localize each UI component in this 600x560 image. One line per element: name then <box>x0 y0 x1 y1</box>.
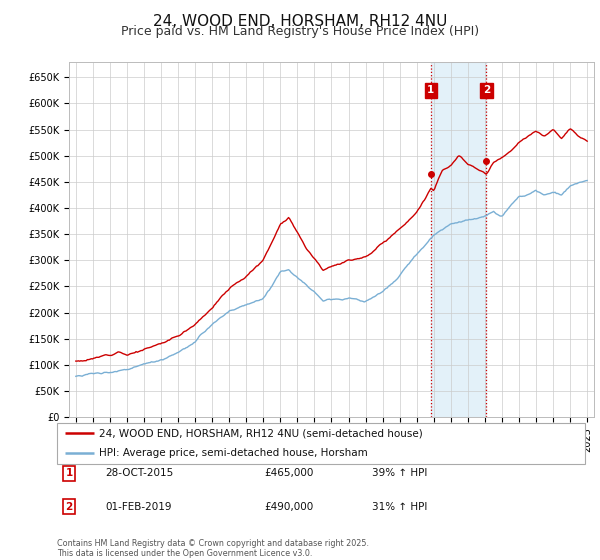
Text: 28-OCT-2015: 28-OCT-2015 <box>105 468 173 478</box>
Text: Contains HM Land Registry data © Crown copyright and database right 2025.
This d: Contains HM Land Registry data © Crown c… <box>57 539 369 558</box>
FancyBboxPatch shape <box>57 423 585 464</box>
Text: 2: 2 <box>482 85 490 95</box>
Text: 1: 1 <box>65 468 73 478</box>
Text: 24, WOOD END, HORSHAM, RH12 4NU (semi-detached house): 24, WOOD END, HORSHAM, RH12 4NU (semi-de… <box>99 428 423 438</box>
Text: 31% ↑ HPI: 31% ↑ HPI <box>372 502 427 512</box>
Text: 1: 1 <box>427 85 434 95</box>
Text: £490,000: £490,000 <box>264 502 313 512</box>
Text: 01-FEB-2019: 01-FEB-2019 <box>105 502 172 512</box>
Text: 24, WOOD END, HORSHAM, RH12 4NU: 24, WOOD END, HORSHAM, RH12 4NU <box>153 14 447 29</box>
Text: 2: 2 <box>65 502 73 512</box>
Text: 39% ↑ HPI: 39% ↑ HPI <box>372 468 427 478</box>
Bar <box>431 62 486 417</box>
Text: Price paid vs. HM Land Registry's House Price Index (HPI): Price paid vs. HM Land Registry's House … <box>121 25 479 38</box>
Text: £465,000: £465,000 <box>264 468 313 478</box>
Text: HPI: Average price, semi-detached house, Horsham: HPI: Average price, semi-detached house,… <box>99 449 368 459</box>
